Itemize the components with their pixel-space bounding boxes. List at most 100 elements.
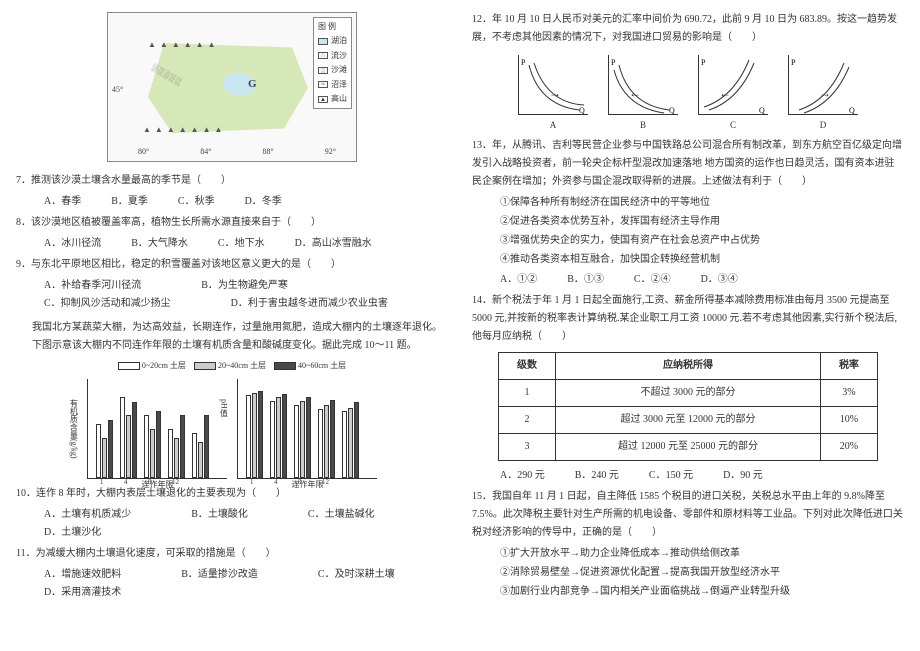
- bar: [318, 409, 323, 479]
- right-column: 12．年 10 月 10 日人民币对美元的汇率中间价为 690.72，此前 9 …: [460, 8, 904, 643]
- q9-opts: A．补给春季河川径流 B．为生物避免严寒 C．抑制风沙活动和减少扬尘 D．利于害…: [16, 277, 448, 313]
- q13-opt-c[interactable]: C．②④: [634, 271, 671, 289]
- bar: [306, 397, 311, 478]
- bar: [126, 415, 131, 478]
- svg-text:Q: Q: [849, 106, 855, 115]
- q10-opts: A．土壤有机质减少 B．土壤酸化 C．土壤盐碱化 D．土壤沙化: [16, 506, 448, 542]
- ylabel-right: pH值: [216, 399, 230, 417]
- q7-text: 7．推测该沙漠土壤含水量最高的季节是（ ）: [16, 172, 448, 190]
- q10-opt-a[interactable]: A．土壤有机质减少: [44, 506, 131, 524]
- bar: [348, 408, 353, 479]
- q9-text: 9．与东北平原地区相比，稳定的积雪覆盖对该地区意义更大的是（ ）: [16, 256, 448, 274]
- q14-opt-c[interactable]: C．150 元: [649, 467, 693, 485]
- bar: [192, 433, 197, 478]
- q14-opts: A．290 元 B．240 元 C．150 元 D．90 元: [472, 467, 904, 485]
- table-row: 2 超过 3000 元至 12000 元的部分 10%: [499, 407, 878, 434]
- q13-c2: ②促进各类资本优势互补，发挥国有经济主导作用: [472, 213, 904, 231]
- q9-opt-c[interactable]: C．抑制风沙活动和减少扬尘: [44, 295, 171, 313]
- bar: [180, 415, 185, 478]
- svg-text:P: P: [791, 58, 796, 67]
- q13-opt-d[interactable]: D．③④: [701, 271, 738, 289]
- q10-opt-b[interactable]: B．土壤酸化: [191, 506, 248, 524]
- bar: [252, 393, 257, 479]
- q13-opt-a[interactable]: A．①②: [500, 271, 537, 289]
- bar: [282, 394, 287, 478]
- left-column: ▲ ▲ ▲ ▲ ▲ ▲ ▲ ▲ ▲ ▲ ▲ ▲ ▲ ░░░░░ 45° G 图 …: [16, 8, 460, 643]
- q8-text: 8．该沙漠地区植被覆盖率高，植物生长所需水源直接来自于（ ）: [16, 214, 448, 232]
- tax-table: 级数 应纳税所得 税率 1 不超过 3000 元的部分 3% 2 超过 3000…: [498, 352, 878, 461]
- stem-10-11: 我国北方某蔬菜大棚，为达高效益，长期连作，过量施用氮肥，造成大棚内的土壤逐年退化…: [32, 319, 448, 355]
- q7-opt-b[interactable]: B．夏季: [111, 193, 148, 211]
- bar: [120, 397, 125, 478]
- q11-text: 11．为减缓大棚内土壤退化速度，可采取的措施是（ ）: [16, 545, 448, 563]
- q10-opt-c[interactable]: C．土壤盐碱化: [308, 506, 375, 524]
- q13-opt-b[interactable]: B．①③: [567, 271, 604, 289]
- bar: [156, 411, 161, 479]
- map-mountains-s: ▲ ▲ ▲ ▲ ▲ ▲ ▲: [143, 123, 223, 137]
- q14-opt-b[interactable]: B．240 元: [575, 467, 619, 485]
- bar: [324, 405, 329, 478]
- q15-text: 15．我国自年 11 月 1 日起，自主降低 1585 个税目的进口关税，关税总…: [472, 488, 904, 542]
- th-rate: 税率: [820, 353, 877, 380]
- map-figure: ▲ ▲ ▲ ▲ ▲ ▲ ▲ ▲ ▲ ▲ ▲ ▲ ▲ ░░░░░ 45° G 图 …: [107, 12, 357, 162]
- bar-chart-left: 有机质含量(g/kg) 连作年限 14812: [87, 379, 227, 479]
- bar: [354, 402, 359, 479]
- q8-opt-c[interactable]: C．地下水: [218, 235, 265, 253]
- q10-text: 10．连作 8 年时，大棚内表层土壤退化的主要表现为（ ）: [16, 485, 448, 503]
- bar: [270, 401, 275, 479]
- q9-opt-b[interactable]: B．为生物避免严寒: [201, 277, 288, 295]
- q9-opt-a[interactable]: A．补给春季河川径流: [44, 277, 141, 295]
- bar: [144, 415, 149, 478]
- bar: [342, 411, 347, 479]
- arrow-right-icon: →: [549, 83, 561, 105]
- q11-opt-c[interactable]: C．及时深耕土壤: [318, 566, 395, 584]
- bar: [300, 401, 305, 479]
- svg-text:Q: Q: [579, 106, 585, 115]
- q8-opt-b[interactable]: B．大气降水: [131, 235, 188, 253]
- q7-opt-a[interactable]: A．春季: [44, 193, 81, 211]
- q11-opt-a[interactable]: A．增施速效肥料: [44, 566, 121, 584]
- map-legend: 图 例 湖泊 ∴流沙 ░沙滩 ≈沼泽 ▲高山: [313, 17, 352, 109]
- q10-opt-d[interactable]: D．土壤沙化: [44, 524, 101, 542]
- q11-opt-d[interactable]: D．采用滴灌技术: [44, 584, 121, 602]
- xlabel-right: 连作年限: [238, 478, 377, 492]
- q8-opt-a[interactable]: A．冰川径流: [44, 235, 101, 253]
- q9-opt-d[interactable]: D．利于害虫越冬进而减少农业虫害: [231, 295, 388, 313]
- q7-opt-c[interactable]: C．秋季: [178, 193, 215, 211]
- bar: [198, 442, 203, 478]
- q12-text: 12．年 10 月 10 日人民币对美元的汇率中间价为 690.72，此前 9 …: [472, 11, 904, 47]
- q8-opts: A．冰川径流 B．大气降水 C．地下水 D．高山冰雪融水: [16, 235, 448, 253]
- q8-opt-d[interactable]: D．高山冰雪融水: [295, 235, 372, 253]
- svg-text:P: P: [611, 58, 616, 67]
- q14-opt-d[interactable]: D．90 元: [723, 467, 763, 485]
- bar: [246, 395, 251, 478]
- arrow-left-icon: ←: [629, 83, 641, 105]
- q11-opts: A．增施速效肥料 B．适量掺沙改造 C．及时深耕土壤 D．采用滴灌技术: [16, 566, 448, 602]
- q15-c2: ②消除贸易壁垒→促进资源优化配置→提高我国开放型经济水平: [472, 564, 904, 582]
- curve-b: PQ ← B: [608, 55, 678, 133]
- q13-opts: A．①② B．①③ C．②④ D．③④: [472, 271, 904, 289]
- bar: [174, 438, 179, 479]
- curve-a: PQ → A: [518, 55, 588, 133]
- bar: [258, 391, 263, 479]
- svg-text:P: P: [521, 58, 526, 67]
- table-row: 1 不超过 3000 元的部分 3%: [499, 380, 878, 407]
- arrow-left-icon: ←: [719, 83, 731, 105]
- q11-opt-b[interactable]: B．适量掺沙改造: [181, 566, 258, 584]
- q14-text: 14．新个税法于年 1 月 1 日起全面施行,工资、薪金所得基本减除费用标准由每…: [472, 292, 904, 346]
- q7-opts: A．春季 B．夏季 C．秋季 D．冬季: [16, 193, 448, 211]
- bar: [96, 424, 101, 478]
- bar: [294, 405, 299, 478]
- curve-d: PQ → D: [788, 55, 858, 133]
- legend-title: 图 例: [318, 20, 347, 34]
- q7-opt-d[interactable]: D．冬季: [245, 193, 282, 211]
- q14-opt-a[interactable]: A．290 元: [500, 467, 545, 485]
- q12-curves: PQ → A PQ ← B PQ ← C PQ: [472, 55, 904, 133]
- q15-c1: ①扩大开放水平→助力企业降低成本→推动供给侧改革: [472, 545, 904, 563]
- bar-chart-right: pH值 连作年限 14812: [237, 379, 377, 479]
- bar: [204, 415, 209, 478]
- q13-c3: ③增强优势央企的实力，使国有资产在社会总资产中占优势: [472, 232, 904, 250]
- th-income: 应纳税所得: [556, 353, 821, 380]
- map-lat-label: 45°: [112, 83, 123, 97]
- map-big-label: G: [248, 75, 257, 95]
